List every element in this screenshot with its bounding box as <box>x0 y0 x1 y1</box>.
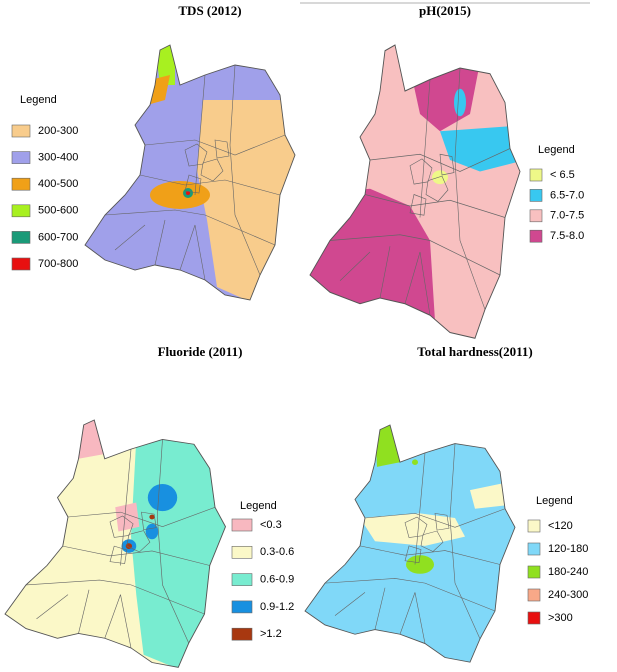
legend-swatch <box>527 565 541 579</box>
legend-swatch <box>11 231 31 244</box>
legend-label: >300 <box>548 612 573 624</box>
panel-title: pH(2015) <box>419 3 471 18</box>
legend-title: Legend <box>240 500 277 512</box>
legend-label: 7.5-8.0 <box>550 230 584 242</box>
legend-label: 240-300 <box>548 589 588 601</box>
legend-label: 200-300 <box>38 125 78 137</box>
panel-title: Fluoride (2011) <box>158 344 243 359</box>
legend-swatch <box>529 209 543 223</box>
legend-swatch <box>231 600 253 614</box>
legend-label: 0.9-1.2 <box>260 601 294 613</box>
legend-swatch <box>11 257 31 271</box>
legend-swatch <box>11 124 31 138</box>
legend-swatch <box>527 611 541 625</box>
legend-label: >1.2 <box>260 628 282 640</box>
legend-title: Legend <box>538 144 575 156</box>
legend-swatch <box>231 627 253 641</box>
legend-swatch <box>527 519 541 533</box>
legend-swatch <box>231 545 253 559</box>
legend-label: <120 <box>548 520 573 532</box>
map-ph <box>309 44 521 339</box>
legend-label: 700-800 <box>38 258 78 270</box>
legend-label: 300-400 <box>38 152 78 164</box>
legend-swatch <box>231 518 253 532</box>
map-tds <box>84 44 296 301</box>
legend-label: 600-700 <box>38 231 78 243</box>
legend-label: <0.3 <box>260 519 282 531</box>
legend-title: Legend <box>536 495 573 507</box>
legend-swatch <box>231 573 253 586</box>
legend-label: 6.5-7.0 <box>550 189 584 201</box>
legend-swatch <box>529 168 543 182</box>
legend-label: 180-240 <box>548 566 588 578</box>
map-fluoride <box>4 419 227 668</box>
legend-label: 500-600 <box>38 205 78 217</box>
legend-label: 0.3-0.6 <box>260 546 294 558</box>
panel-title: TDS (2012) <box>178 3 241 18</box>
legend-label: 7.0-7.5 <box>550 210 584 222</box>
legend-label: 0.6-0.9 <box>260 574 294 586</box>
legend-label: 120-180 <box>548 543 588 555</box>
panel-title: Total hardness(2011) <box>417 344 532 359</box>
legend-swatch <box>529 229 543 243</box>
legend-swatch <box>11 204 31 218</box>
legend-swatch <box>529 189 543 202</box>
legend-swatch <box>11 177 31 191</box>
legend-label: 400-500 <box>38 178 78 190</box>
legend-swatch <box>11 151 31 164</box>
legend-label: < 6.5 <box>550 169 575 181</box>
map-hardness <box>304 424 516 663</box>
legend-title: Legend <box>20 94 57 106</box>
legend-swatch <box>527 542 541 556</box>
legend-swatch <box>527 588 541 602</box>
